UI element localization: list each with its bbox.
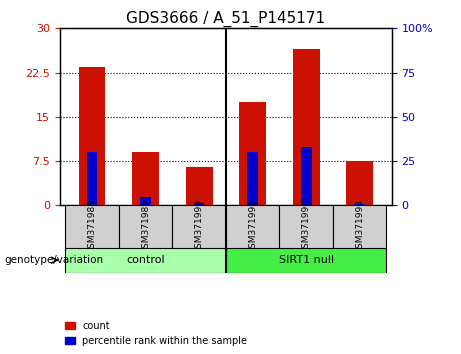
FancyBboxPatch shape	[333, 205, 386, 248]
Text: GSM371988: GSM371988	[88, 199, 96, 254]
Text: GSM371990: GSM371990	[195, 199, 204, 254]
Text: GSM371993: GSM371993	[355, 199, 364, 254]
Text: control: control	[126, 255, 165, 265]
Text: SIRT1 null: SIRT1 null	[278, 255, 334, 265]
FancyBboxPatch shape	[172, 205, 226, 248]
Text: GSM371991: GSM371991	[248, 199, 257, 254]
Bar	[79, 67, 106, 205]
Bar	[301, 147, 312, 205]
Bar	[346, 161, 373, 205]
Bar	[239, 102, 266, 205]
Bar	[186, 167, 213, 205]
Bar	[247, 152, 258, 205]
FancyBboxPatch shape	[119, 205, 172, 248]
Bar	[140, 198, 151, 205]
FancyBboxPatch shape	[65, 248, 226, 273]
Text: genotype/variation: genotype/variation	[5, 255, 104, 265]
FancyBboxPatch shape	[226, 248, 386, 273]
Text: GSM371989: GSM371989	[141, 199, 150, 254]
FancyBboxPatch shape	[279, 205, 333, 248]
FancyBboxPatch shape	[65, 205, 119, 248]
Bar	[132, 152, 159, 205]
FancyBboxPatch shape	[226, 205, 279, 248]
Bar	[87, 152, 97, 205]
Title: GDS3666 / A_51_P145171: GDS3666 / A_51_P145171	[126, 11, 325, 27]
Bar	[293, 49, 319, 205]
Text: GSM371992: GSM371992	[301, 199, 311, 254]
Legend: count, percentile rank within the sample: count, percentile rank within the sample	[65, 321, 247, 346]
Bar	[194, 202, 205, 205]
